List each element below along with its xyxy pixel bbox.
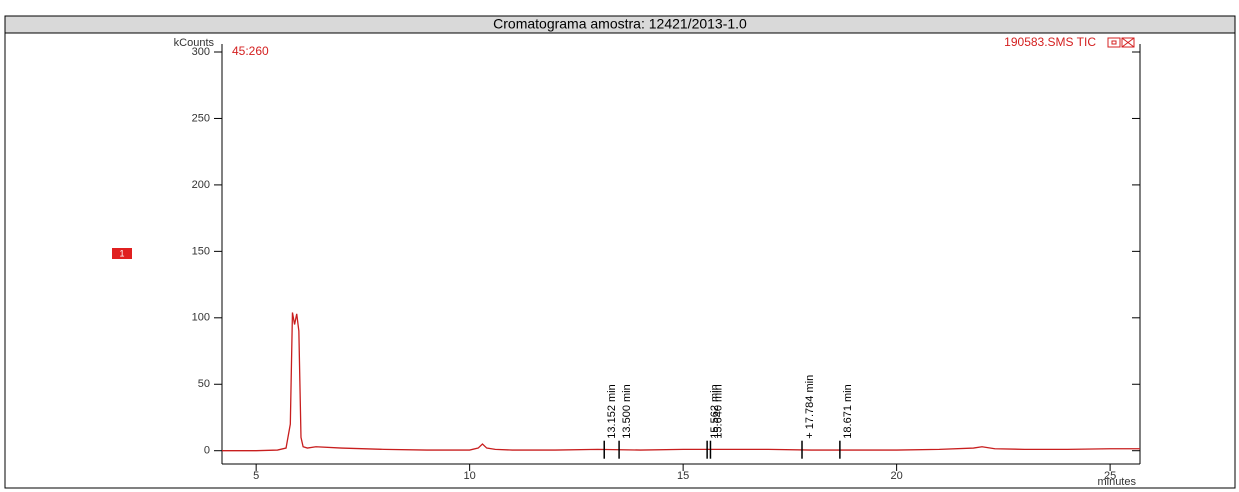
y-tick-label: 100	[192, 312, 210, 324]
peak-label: 13.500 min	[621, 384, 633, 438]
peak-label: 15.640 min	[712, 384, 724, 438]
title-bar	[4, 15, 1236, 34]
y-tick-label: 300	[192, 46, 210, 58]
x-tick-label: 15	[677, 470, 689, 482]
x-tick-label: 5	[253, 470, 259, 482]
legend-entry: 190583.SMS TIC	[1004, 35, 1096, 49]
x-tick-label: 25	[1104, 470, 1116, 482]
channel-label: 1	[119, 248, 124, 258]
peak-label: + 17.784 min	[804, 375, 816, 439]
x-axis-label: minutes	[1097, 476, 1136, 488]
peak-label: 13.152 min	[606, 384, 618, 438]
peak-label: 18.671 min	[842, 384, 854, 438]
y-tick-label: 150	[192, 245, 210, 257]
y-tick-label: 50	[198, 378, 210, 390]
peak-label: 15.562 min	[709, 384, 721, 438]
y-axis-label: kCounts	[174, 37, 215, 49]
chart-title: Cromatograma amostra: 12421/2013-1.0	[493, 16, 747, 32]
y-tick-label: 200	[192, 179, 210, 191]
channel-badge	[112, 248, 132, 259]
frame	[4, 15, 1236, 489]
y-tick-label: 0	[204, 445, 210, 457]
x-tick-label: 20	[890, 470, 902, 482]
trace	[222, 312, 1140, 452]
x-tick-label: 10	[464, 470, 476, 482]
window-icon	[1107, 37, 1135, 48]
run-label: 45:260	[232, 44, 269, 58]
y-tick-label: 250	[192, 112, 210, 124]
